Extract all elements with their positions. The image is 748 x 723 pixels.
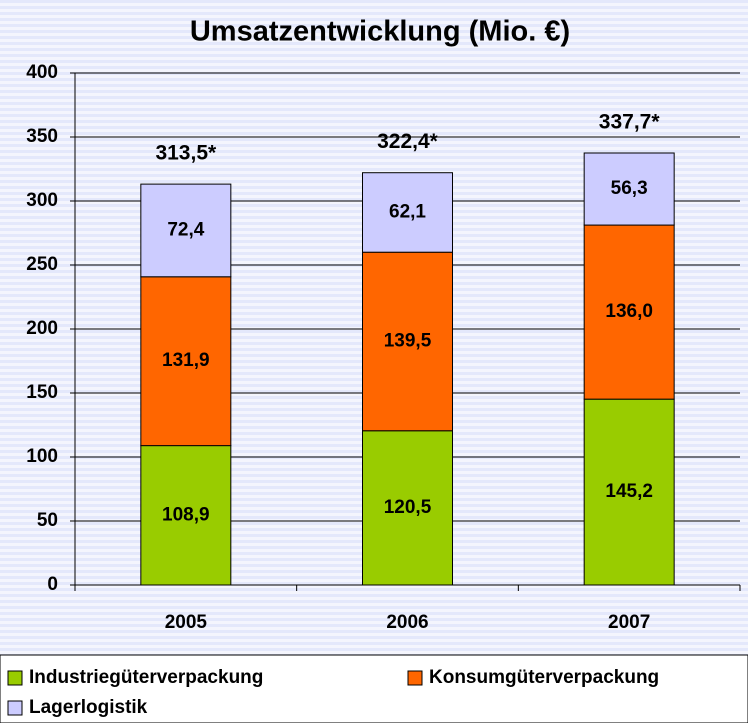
- value-label: 120,5: [384, 497, 432, 518]
- bar-segment: [140, 183, 232, 278]
- bar-segment: [583, 152, 675, 226]
- value-label: 136,0: [605, 301, 653, 322]
- y-tick-label: 200: [26, 318, 58, 339]
- legend-label: Konsumgüterverpackung: [429, 667, 659, 688]
- legend-label: Industriegüterverpackung: [29, 667, 263, 688]
- total-label: 337,7*: [599, 110, 661, 133]
- x-tick-label: 2006: [386, 612, 428, 633]
- bar-segment: [362, 430, 453, 586]
- total-label: 322,4*: [377, 130, 439, 153]
- y-tick-label: 0: [47, 574, 58, 595]
- y-tick-label: 300: [26, 190, 58, 211]
- bar-segment: [140, 276, 232, 447]
- x-tick-label: 2007: [608, 612, 650, 633]
- y-tick-label: 150: [26, 382, 58, 403]
- y-tick-label: 100: [26, 446, 58, 467]
- legend-swatch: [7, 670, 23, 686]
- legend-swatch: [407, 670, 423, 686]
- x-tick-label: 2005: [165, 612, 208, 633]
- y-tick-label: 50: [37, 510, 58, 531]
- value-label: 62,1: [389, 201, 426, 222]
- value-label: 72,4: [167, 219, 204, 240]
- value-label: 139,5: [384, 330, 432, 351]
- y-tick-label: 350: [26, 126, 58, 147]
- legend-box: [0, 654, 748, 723]
- bar-segment: [362, 172, 453, 253]
- y-tick-label: 250: [26, 254, 58, 275]
- bar-segment: [140, 445, 232, 586]
- bar-segment: [583, 224, 675, 400]
- value-label: 56,3: [611, 178, 648, 199]
- bar-segment: [362, 251, 453, 432]
- value-label: 131,9: [162, 350, 210, 371]
- value-label: 108,9: [162, 504, 210, 525]
- total-label: 313,5*: [155, 141, 217, 164]
- chart-title: Umsatzentwicklung (Mio. €): [190, 16, 570, 48]
- legend-swatch: [7, 700, 23, 716]
- y-tick-label: 400: [26, 62, 58, 83]
- legend-label: Lagerlogistik: [29, 697, 148, 718]
- value-label: 145,2: [605, 481, 653, 502]
